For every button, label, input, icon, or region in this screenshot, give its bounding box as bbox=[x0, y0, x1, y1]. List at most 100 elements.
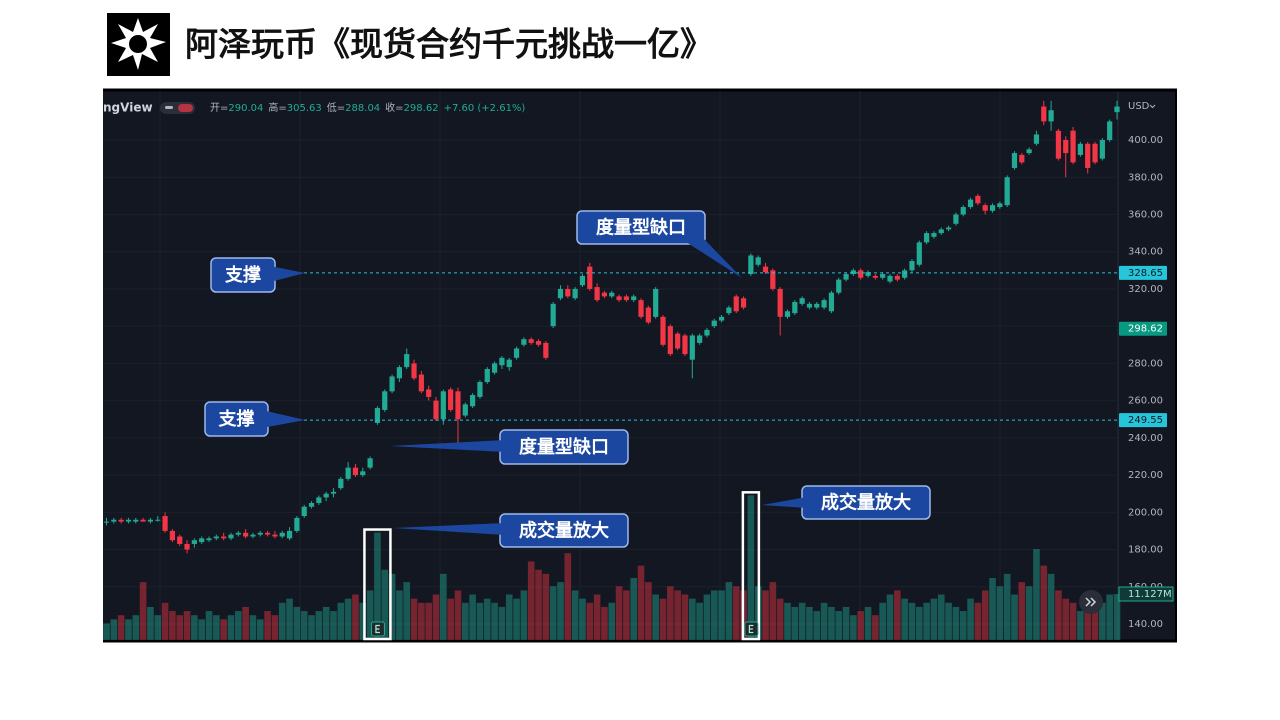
candle-body bbox=[938, 229, 944, 234]
candle-body bbox=[975, 195, 981, 204]
volume-tag-label: 11.127M bbox=[1128, 589, 1172, 600]
candle-body bbox=[513, 348, 520, 358]
candle-body bbox=[858, 270, 864, 278]
volume-bar bbox=[322, 606, 330, 640]
volume-bar bbox=[125, 619, 132, 640]
candle-body bbox=[213, 536, 219, 539]
volume-bar bbox=[527, 561, 535, 640]
volume-bar bbox=[147, 606, 154, 640]
volume-bar bbox=[630, 578, 638, 640]
volume-bar bbox=[952, 606, 960, 640]
callout-text: 度量型缺口 bbox=[596, 217, 686, 239]
volume-bar bbox=[1113, 594, 1121, 640]
volume-bar bbox=[213, 615, 220, 640]
candle-body bbox=[557, 288, 564, 299]
candle-body bbox=[206, 538, 212, 541]
candle-body bbox=[477, 382, 483, 397]
candle-body bbox=[711, 320, 717, 327]
candle-body bbox=[682, 335, 688, 355]
candle-body bbox=[1092, 143, 1098, 163]
candle-body bbox=[1055, 130, 1062, 159]
volume-bar bbox=[828, 606, 835, 640]
volume-bar bbox=[396, 590, 403, 640]
volume-bar bbox=[476, 602, 484, 640]
candle-body bbox=[169, 530, 176, 541]
event-marker-glyph bbox=[748, 624, 754, 634]
candle-body bbox=[887, 275, 893, 282]
volume-bar bbox=[915, 606, 923, 640]
volume-bar bbox=[498, 606, 506, 640]
candle-body bbox=[1048, 110, 1054, 122]
volume-bar bbox=[374, 532, 381, 640]
toggle-on bbox=[178, 104, 193, 112]
volume-bar bbox=[769, 582, 777, 640]
candle-body bbox=[228, 534, 234, 539]
candle-body bbox=[279, 532, 285, 537]
candle-body bbox=[455, 391, 461, 420]
volume-bar bbox=[1011, 594, 1018, 640]
legend-value: 290.04 bbox=[228, 103, 263, 114]
price-tag-label: 328.65 bbox=[1128, 268, 1163, 279]
candle-body bbox=[396, 367, 402, 379]
candle-body bbox=[579, 275, 586, 286]
candle-body bbox=[638, 300, 644, 317]
volume-bar bbox=[381, 569, 389, 640]
volume-bar bbox=[491, 602, 498, 640]
candle-body bbox=[660, 316, 666, 345]
candle-body bbox=[543, 342, 549, 358]
volume-bar bbox=[132, 615, 140, 640]
volume-bar bbox=[198, 619, 205, 640]
volume-bar bbox=[169, 611, 176, 640]
volume-bar bbox=[659, 598, 667, 640]
legend-key: 高= bbox=[268, 101, 286, 114]
candle-body bbox=[191, 540, 197, 544]
volume-bar bbox=[256, 619, 264, 640]
volume-bar bbox=[571, 590, 579, 640]
volume-bar bbox=[535, 569, 542, 640]
volume-bar bbox=[542, 573, 550, 640]
candle-body bbox=[264, 532, 271, 535]
volume-bar bbox=[403, 582, 411, 640]
candle-body bbox=[733, 296, 739, 312]
volume-bar bbox=[996, 586, 1004, 640]
candle-body bbox=[235, 532, 241, 535]
price-tag-label: 249.55 bbox=[1128, 415, 1163, 426]
candle-body bbox=[667, 326, 673, 355]
volume-bar bbox=[1106, 594, 1113, 640]
candle-body bbox=[352, 467, 359, 476]
y-tick-label: 320.00 bbox=[1128, 284, 1163, 295]
y-tick-label: 140.00 bbox=[1128, 619, 1163, 630]
currency-chevron bbox=[1149, 104, 1156, 109]
volume-bar bbox=[688, 598, 696, 640]
y-tick-label: 280.00 bbox=[1128, 358, 1163, 369]
volume-bar bbox=[637, 565, 645, 640]
candle-body bbox=[945, 227, 952, 230]
candle-body bbox=[125, 519, 132, 522]
candle-body bbox=[784, 311, 791, 317]
y-tick-label: 220.00 bbox=[1128, 470, 1163, 481]
candle-body bbox=[675, 333, 681, 349]
volume-bar bbox=[1091, 606, 1099, 640]
brand: ngView bbox=[103, 101, 153, 115]
candle-body bbox=[462, 404, 468, 416]
y-tick-label: 380.00 bbox=[1128, 172, 1163, 183]
candle-body bbox=[140, 519, 146, 522]
candle-body bbox=[609, 292, 615, 297]
callout-pointer bbox=[393, 523, 505, 535]
volume-bar bbox=[791, 606, 799, 640]
volume-bar bbox=[981, 590, 989, 640]
candle-body bbox=[103, 521, 110, 523]
candle-body bbox=[1011, 153, 1018, 168]
volume-bar bbox=[366, 590, 374, 640]
candle-body bbox=[645, 307, 651, 323]
candle-body bbox=[133, 519, 139, 522]
volume-bar bbox=[1084, 606, 1092, 640]
candle-body bbox=[623, 296, 629, 301]
logo-face bbox=[129, 35, 147, 53]
candle-body bbox=[1019, 154, 1025, 163]
candle-body bbox=[345, 467, 351, 479]
volume-bar bbox=[710, 590, 718, 640]
volume-bar bbox=[762, 590, 769, 640]
candle-body bbox=[762, 266, 769, 273]
volume-bar bbox=[601, 606, 608, 640]
